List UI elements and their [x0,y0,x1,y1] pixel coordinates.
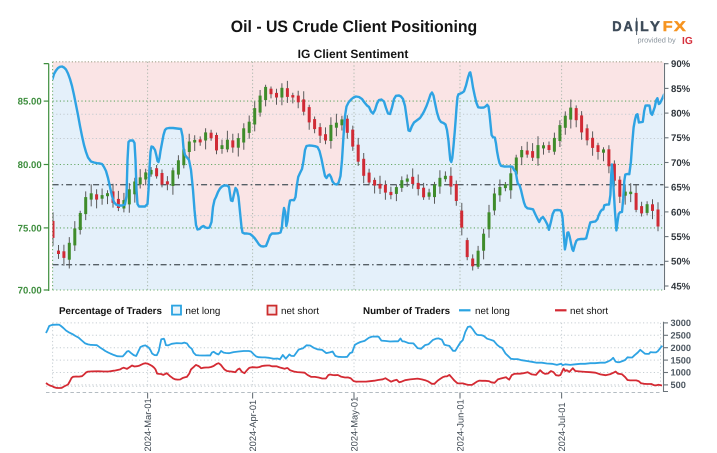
svg-text:IG Client Sentiment: IG Client Sentiment [298,47,409,61]
svg-text:Y: Y [650,18,661,34]
svg-text:2024-May-01: 2024-May-01 [349,397,359,452]
svg-text:A: A [624,18,633,34]
svg-text:1000: 1000 [671,368,691,378]
svg-text:1500: 1500 [671,355,691,365]
svg-text:3000: 3000 [671,318,691,328]
svg-text:net short: net short [281,306,319,317]
svg-text:2500: 2500 [671,331,691,341]
svg-text:75%: 75% [671,133,691,144]
svg-text:45%: 45% [671,281,691,292]
svg-text:F: F [663,18,674,34]
svg-text:2000: 2000 [671,343,691,353]
svg-text:80.00: 80.00 [18,160,42,171]
svg-text:2024-Mar-01: 2024-Mar-01 [143,398,153,451]
svg-text:65%: 65% [671,183,691,194]
svg-text:85%: 85% [671,84,691,95]
svg-text:80%: 80% [671,109,691,120]
svg-text:X: X [674,18,687,34]
svg-text:net short: net short [570,306,608,317]
svg-text:Oil - US Crude Client Position: Oil - US Crude Client Positioning [231,18,477,36]
svg-text:70%: 70% [671,158,691,169]
svg-text:2024-Jul-01: 2024-Jul-01 [557,402,567,451]
svg-text:500: 500 [671,380,686,390]
svg-text:IG: IG [682,36,693,47]
svg-text:2024-Apr-01: 2024-Apr-01 [248,400,258,452]
svg-text:L: L [640,18,649,34]
svg-text:85.00: 85.00 [18,97,42,108]
svg-text:Number of Traders: Number of Traders [363,306,451,317]
svg-text:2024-Jun-01: 2024-Jun-01 [455,399,465,451]
svg-text:90%: 90% [671,59,691,70]
svg-text:50%: 50% [671,257,691,268]
svg-text:75.00: 75.00 [18,223,42,234]
svg-text:net long: net long [475,306,510,317]
svg-text:60%: 60% [671,207,691,218]
svg-text:Percentage of Traders: Percentage of Traders [59,306,162,317]
svg-text:net long: net long [186,306,221,317]
svg-text:70.00: 70.00 [18,285,42,296]
svg-text:D: D [612,18,621,34]
svg-text:provided by: provided by [638,36,677,45]
svg-text:55%: 55% [671,232,691,243]
